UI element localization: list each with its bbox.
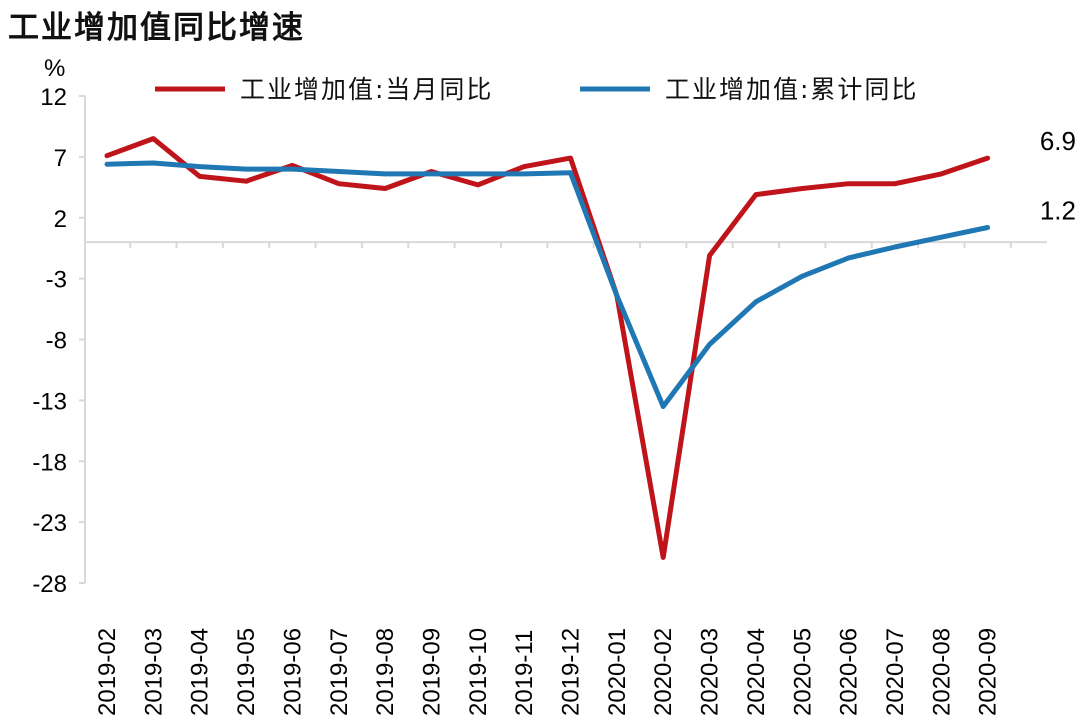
y-tick-label: -28: [32, 571, 67, 598]
x-tick-label: 2020-05: [789, 628, 816, 716]
x-tick-label: 2019-02: [94, 628, 121, 716]
legend-label-monthly: 工业增加值:当月同比: [240, 75, 493, 104]
y-tick-label: 12: [40, 84, 67, 111]
x-tick-label: 2019-08: [372, 628, 399, 716]
x-tick-label: 2020-01: [604, 628, 631, 716]
end-label-cumulative: 1.2: [1040, 195, 1076, 225]
y-tick-label: -18: [32, 449, 67, 476]
legend-label-cumulative: 工业增加值:累计同比: [665, 75, 918, 104]
legend: 工业增加值:当月同比 工业增加值:累计同比: [155, 75, 918, 104]
x-tick-label: 2020-07: [882, 628, 909, 716]
end-labels: 6.9 1.2: [1040, 126, 1076, 225]
end-label-monthly: 6.9: [1040, 126, 1076, 156]
x-tick-label: 2019-11: [511, 630, 538, 716]
x-tick-label: 2019-04: [187, 628, 214, 716]
x-tick-label: 2020-09: [975, 628, 1002, 716]
x-tick-label: 2019-07: [326, 628, 353, 716]
y-tick-label: -23: [32, 510, 67, 537]
series-line-monthly: [104, 136, 991, 560]
y-tick-label: 7: [54, 145, 67, 172]
y-tick-label: -13: [32, 388, 67, 415]
x-tick-label: 2019-06: [279, 628, 306, 716]
y-tick-label: 2: [54, 206, 67, 233]
page-title: 工业增加值同比增速: [8, 10, 305, 46]
x-tick-label: 2020-03: [697, 628, 724, 716]
x-tick-label: 2020-02: [650, 628, 677, 716]
x-tick-label: 2019-12: [558, 628, 585, 716]
x-axis: 2019-02 2019-03 2019-04 2019-05 2019-06 2019-…: [85, 241, 1047, 716]
series-layer: [104, 136, 991, 560]
x-tick-label: 2020-04: [743, 628, 770, 716]
y-tick-label: -3: [46, 267, 67, 294]
series-line-cumulative: [104, 160, 991, 409]
x-tick-label: 2019-09: [418, 628, 445, 716]
x-tick-label: 2020-06: [836, 628, 863, 716]
y-axis-unit: %: [44, 55, 65, 82]
x-tick-label: 2020-08: [928, 628, 955, 716]
x-tick-label: 2019-03: [140, 628, 167, 716]
y-tick-label: -8: [46, 328, 67, 355]
x-tick-label: 2019-05: [233, 628, 260, 716]
y-axis: 12 7 2 -3 -8 -13 -18 -23 -28: [32, 84, 86, 598]
x-tick-label: 2019-10: [465, 628, 492, 716]
